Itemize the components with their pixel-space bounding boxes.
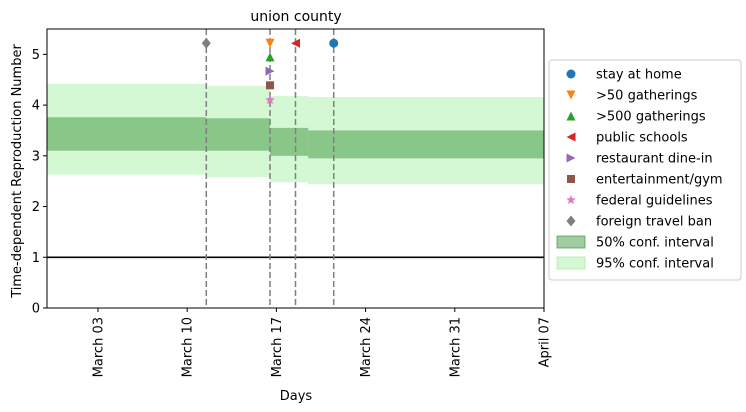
band-50-segment: [270, 127, 309, 156]
y-tick-label: 4: [32, 99, 40, 114]
confidence-bands: [47, 83, 544, 185]
legend-swatch-95-conf-interval: [556, 256, 586, 270]
x-tick-label: March 24: [359, 317, 374, 377]
x-axis-ticks: March 03 March 10 March 17 March 24 March 31…: [91, 308, 553, 377]
band-95-segment: [270, 95, 309, 183]
x-axis-label: Days: [280, 389, 313, 404]
y-tick-label: 1: [32, 251, 40, 266]
band-50-segment: [47, 117, 207, 151]
x-tick-label: March 17: [270, 317, 285, 377]
plot-frame: [46, 28, 545, 309]
x-tick-label: March 10: [181, 317, 196, 377]
y-axis-ticks: 0 1 2 3 4 5: [32, 48, 47, 317]
y-tick-label: 5: [32, 48, 40, 63]
y-tick-label: 0: [32, 302, 40, 317]
band-50-segment: [308, 130, 544, 159]
legend-marker-foreign-travel-ban: [566, 215, 576, 227]
legend: stay at home >50 gatherings >500 gathering…: [548, 59, 742, 281]
marker-entertainment-gym: [266, 81, 275, 90]
x-tick-label: April 07: [538, 317, 553, 367]
legend-label-public-schools: public schools: [596, 131, 688, 146]
legend-label-entertainment-gym: entertainment/gym: [596, 173, 723, 188]
band-95-segment: [206, 85, 271, 178]
legend-swatch-50-conf-interval: [556, 235, 586, 249]
legend-marker-public-schools: [566, 132, 576, 142]
marker-public-schools: [291, 38, 300, 48]
marker-restaurant-dine-in: [265, 66, 275, 76]
legend-box: [548, 59, 742, 281]
x-tick-label: March 03: [91, 317, 106, 377]
legend-label-50-conf-interval: 50% conf. interval: [596, 236, 714, 251]
legend-label-federal-guidelines: federal guidelines: [596, 194, 713, 209]
legend-marker-entertainment-gym: [567, 175, 575, 183]
legend-marker-50-gatherings: [566, 90, 576, 100]
legend-marker-restaurant-dine-in: [566, 153, 576, 163]
marker-500-gatherings: [265, 52, 275, 62]
legend-marker-stay-at-home: [566, 69, 576, 79]
legend-label-foreign-travel-ban: foreign travel ban: [596, 215, 712, 230]
legend-marker-500-gatherings: [566, 111, 576, 121]
legend-label-50-gatherings: >50 gatherings: [596, 89, 698, 104]
legend-marker-federal-guidelines: [566, 195, 576, 205]
band-50-segment: [206, 118, 271, 151]
band-95-segment: [308, 96, 544, 185]
marker-50-gatherings: [265, 38, 275, 48]
legend-label-restaurant-dine-in: restaurant dine-in: [596, 152, 713, 167]
chart-title: union county: [250, 9, 341, 25]
intervention-markers: [201, 37, 339, 105]
marker-stay-at-home: [329, 38, 339, 48]
y-axis-label: Time-dependent Reproduction Number: [10, 44, 25, 299]
legend-label-stay-at-home: stay at home: [596, 68, 682, 83]
marker-foreign-travel-ban: [201, 37, 211, 49]
x-tick-label: March 31: [448, 317, 463, 377]
legend-label-500-gatherings: >500 gatherings: [596, 110, 706, 125]
y-tick-label: 3: [32, 149, 40, 164]
intervention-lines: [205, 29, 335, 308]
legend-label-95-conf-interval: 95% conf. interval: [596, 257, 714, 272]
y-tick-label: 2: [32, 200, 40, 215]
band-95-segment: [47, 83, 207, 175]
marker-federal-guidelines: [265, 95, 275, 105]
